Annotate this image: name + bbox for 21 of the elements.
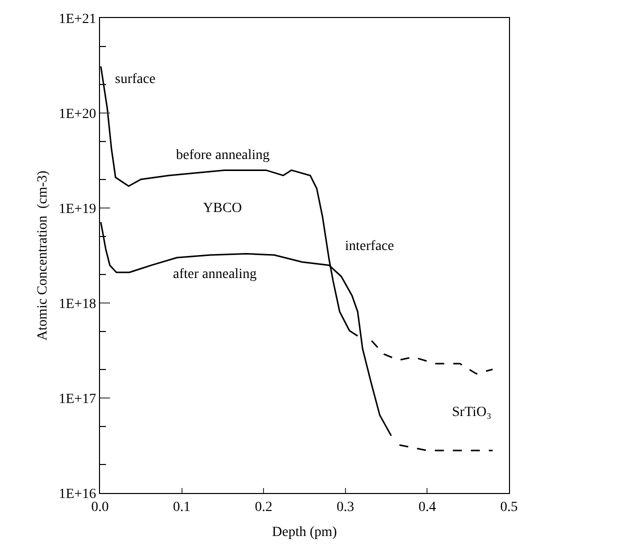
y-tick-label: 1E+16 [58, 486, 96, 502]
line-series [370, 340, 494, 374]
y-tick-label: 1E+20 [58, 106, 96, 122]
x-tick-label: 0.2 [254, 500, 272, 515]
annotation: surface [115, 72, 156, 87]
y-tick-label: 1E+17 [58, 392, 96, 407]
y-axis-title: Atomic Concentration (cm-3) [35, 170, 50, 340]
x-tick-label: 0.0 [91, 500, 109, 515]
y-tick-label: 1E+18 [58, 296, 96, 312]
x-tick-label: 0.1 [173, 500, 191, 515]
annotation: YBCO [203, 201, 242, 216]
annotation: before annealing [176, 148, 270, 163]
x-tick-label: 0.3 [336, 500, 354, 515]
annotation: interface [345, 239, 394, 254]
y-tick-label: 1E+21 [58, 12, 96, 27]
x-tick-label: 0.4 [418, 500, 436, 515]
x-tick-label: 0.5 [500, 500, 518, 515]
annotation: after annealing [173, 267, 257, 282]
annotation: SrTiO₃ [452, 405, 492, 420]
x-axis-title: Depth (pm) [272, 525, 338, 540]
y-tick-label: 1E+19 [58, 202, 96, 217]
